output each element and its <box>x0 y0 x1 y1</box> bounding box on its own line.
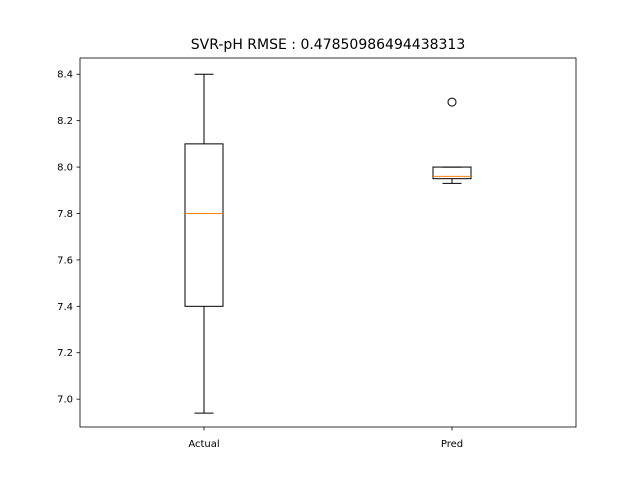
outlier-point <box>447 97 457 107</box>
y-tick-label: 8.0 <box>57 163 73 174</box>
plot-area: 7.0 7.2 7.4 7.6 7.8 8.0 8.2 8.4 Actual Pred <box>57 70 472 450</box>
y-tick-label: 7.2 <box>57 348 73 359</box>
x-tick-label: Actual <box>188 439 219 450</box>
y-tick-label: 7.0 <box>57 395 73 406</box>
y-tick-label: 8.2 <box>57 116 73 127</box>
chart-title: SVR-pH RMSE : 0.47850986494438313 <box>191 37 465 53</box>
box-iqr <box>432 166 472 180</box>
y-tick-label: 7.4 <box>57 302 73 313</box>
y-tick-label: 7.8 <box>57 209 73 220</box>
box-iqr <box>184 143 224 307</box>
y-tick-label: 7.6 <box>57 255 73 266</box>
y-tick-label: 8.4 <box>57 70 73 81</box>
axes-frame <box>79 57 577 428</box>
x-tick-label: Pred <box>441 439 463 450</box>
